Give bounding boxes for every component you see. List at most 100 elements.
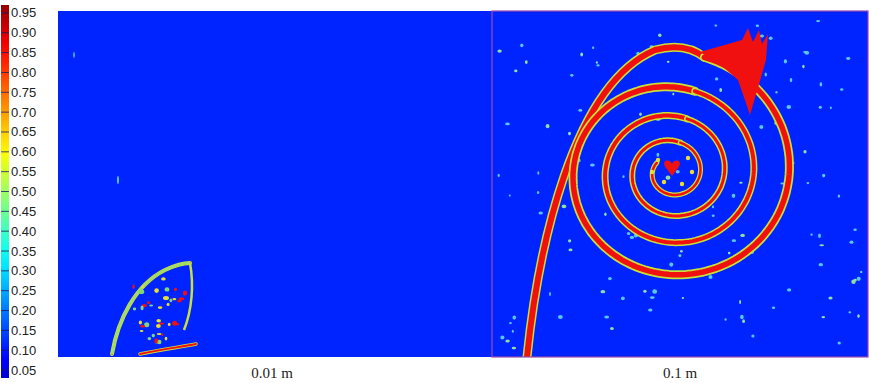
droplet: [732, 194, 736, 198]
droplet: [769, 37, 773, 40]
droplet: [853, 229, 856, 231]
droplet: [161, 277, 166, 280]
droplet: [141, 306, 144, 311]
droplet: [165, 337, 168, 341]
colorbar-tick: [1, 52, 9, 53]
droplet: [592, 46, 594, 49]
colorbar-tick-label: 0.05: [11, 363, 36, 378]
droplet: [787, 288, 791, 291]
droplet: [669, 263, 673, 267]
droplet: [739, 182, 742, 184]
droplet: [639, 113, 642, 116]
droplet: [709, 275, 713, 279]
colorbar-tick-label: 0.40: [11, 224, 36, 239]
droplet: [537, 191, 539, 194]
droplet: [712, 206, 714, 209]
droplet: [139, 290, 144, 295]
droplet: [608, 277, 612, 280]
droplet: [846, 57, 850, 60]
droplet: [686, 156, 690, 160]
droplet: [158, 340, 162, 344]
droplet: [549, 292, 551, 296]
droplet: [621, 296, 625, 300]
droplet: [505, 339, 509, 342]
droplet: [682, 297, 684, 299]
droplet: [627, 232, 630, 235]
colorbar-tick: [1, 112, 9, 113]
colorbar-tick-label: 0.70: [11, 105, 36, 120]
droplet: [163, 296, 169, 300]
droplet: [790, 78, 793, 82]
droplet: [818, 234, 821, 238]
droplet: [622, 175, 624, 178]
field: [497, 20, 862, 357]
droplet: [848, 311, 851, 313]
droplet: [505, 123, 510, 126]
colorbar-tick: [1, 92, 9, 93]
droplet: [596, 61, 598, 63]
droplet: [822, 174, 825, 178]
droplet: [512, 347, 516, 350]
chart: 0.050.100.150.200.250.300.350.400.450.50…: [0, 0, 869, 383]
droplet: [170, 298, 173, 302]
colorbar-tick-label: 0.20: [11, 303, 36, 318]
droplet: [156, 319, 161, 322]
droplet: [570, 74, 573, 77]
droplet: [756, 24, 759, 27]
colorbar-tick: [1, 251, 9, 252]
droplet: [147, 302, 150, 304]
droplet: [139, 321, 142, 325]
droplet: [857, 277, 861, 281]
droplet: [740, 315, 744, 319]
droplet: [520, 43, 523, 47]
interface-edge: [112, 263, 190, 354]
droplet: [676, 170, 680, 174]
figure: 0.050.100.150.200.250.300.350.400.450.50…: [0, 0, 869, 383]
colorbar-tick-label: 0.85: [11, 45, 36, 60]
droplet: [772, 307, 775, 309]
interface: [527, 47, 704, 357]
colorbar-tick: [1, 72, 9, 73]
droplet: [604, 315, 609, 318]
droplet: [539, 212, 543, 215]
droplet: [509, 195, 511, 197]
colorbar-tick: [1, 350, 9, 351]
droplet: [802, 65, 804, 69]
droplet: [690, 170, 694, 174]
droplet: [179, 297, 185, 300]
panel-label: 0.1 m: [663, 365, 698, 381]
droplet: [610, 327, 614, 330]
colorbar: 0.050.100.150.200.250.300.350.400.450.50…: [1, 5, 36, 378]
colorbar-tick-label: 0.60: [11, 144, 36, 159]
droplet: [857, 314, 860, 318]
droplet: [784, 59, 787, 63]
droplet: [172, 298, 176, 300]
interface-edge: [652, 143, 700, 195]
droplet: [498, 174, 500, 177]
droplet: [513, 316, 517, 320]
colorbar-tick: [1, 231, 9, 232]
droplet: [830, 106, 832, 109]
droplet: [537, 171, 539, 174]
colorbar-tick-label: 0.95: [11, 5, 36, 20]
droplet: [650, 296, 655, 299]
droplet: [132, 284, 134, 288]
panel-label: 0.01 m: [251, 365, 293, 381]
colorbar-tick: [1, 131, 9, 132]
droplet: [680, 182, 684, 186]
droplet: [643, 290, 646, 293]
colorbar-tick-label: 0.65: [11, 124, 36, 139]
droplet: [712, 215, 715, 218]
panel: [58, 11, 492, 357]
droplet: [174, 288, 177, 291]
droplet: [133, 308, 136, 311]
droplet: [810, 234, 812, 236]
droplet: [672, 93, 674, 96]
colorbar-tick: [1, 171, 9, 172]
colorbar-tick-label: 0.25: [11, 283, 36, 298]
colorbar-tick-label: 0.10: [11, 343, 36, 358]
droplet: [732, 239, 736, 242]
colorbar-tick: [1, 151, 9, 152]
droplet: [775, 91, 777, 94]
colorbar-tick: [1, 290, 9, 291]
